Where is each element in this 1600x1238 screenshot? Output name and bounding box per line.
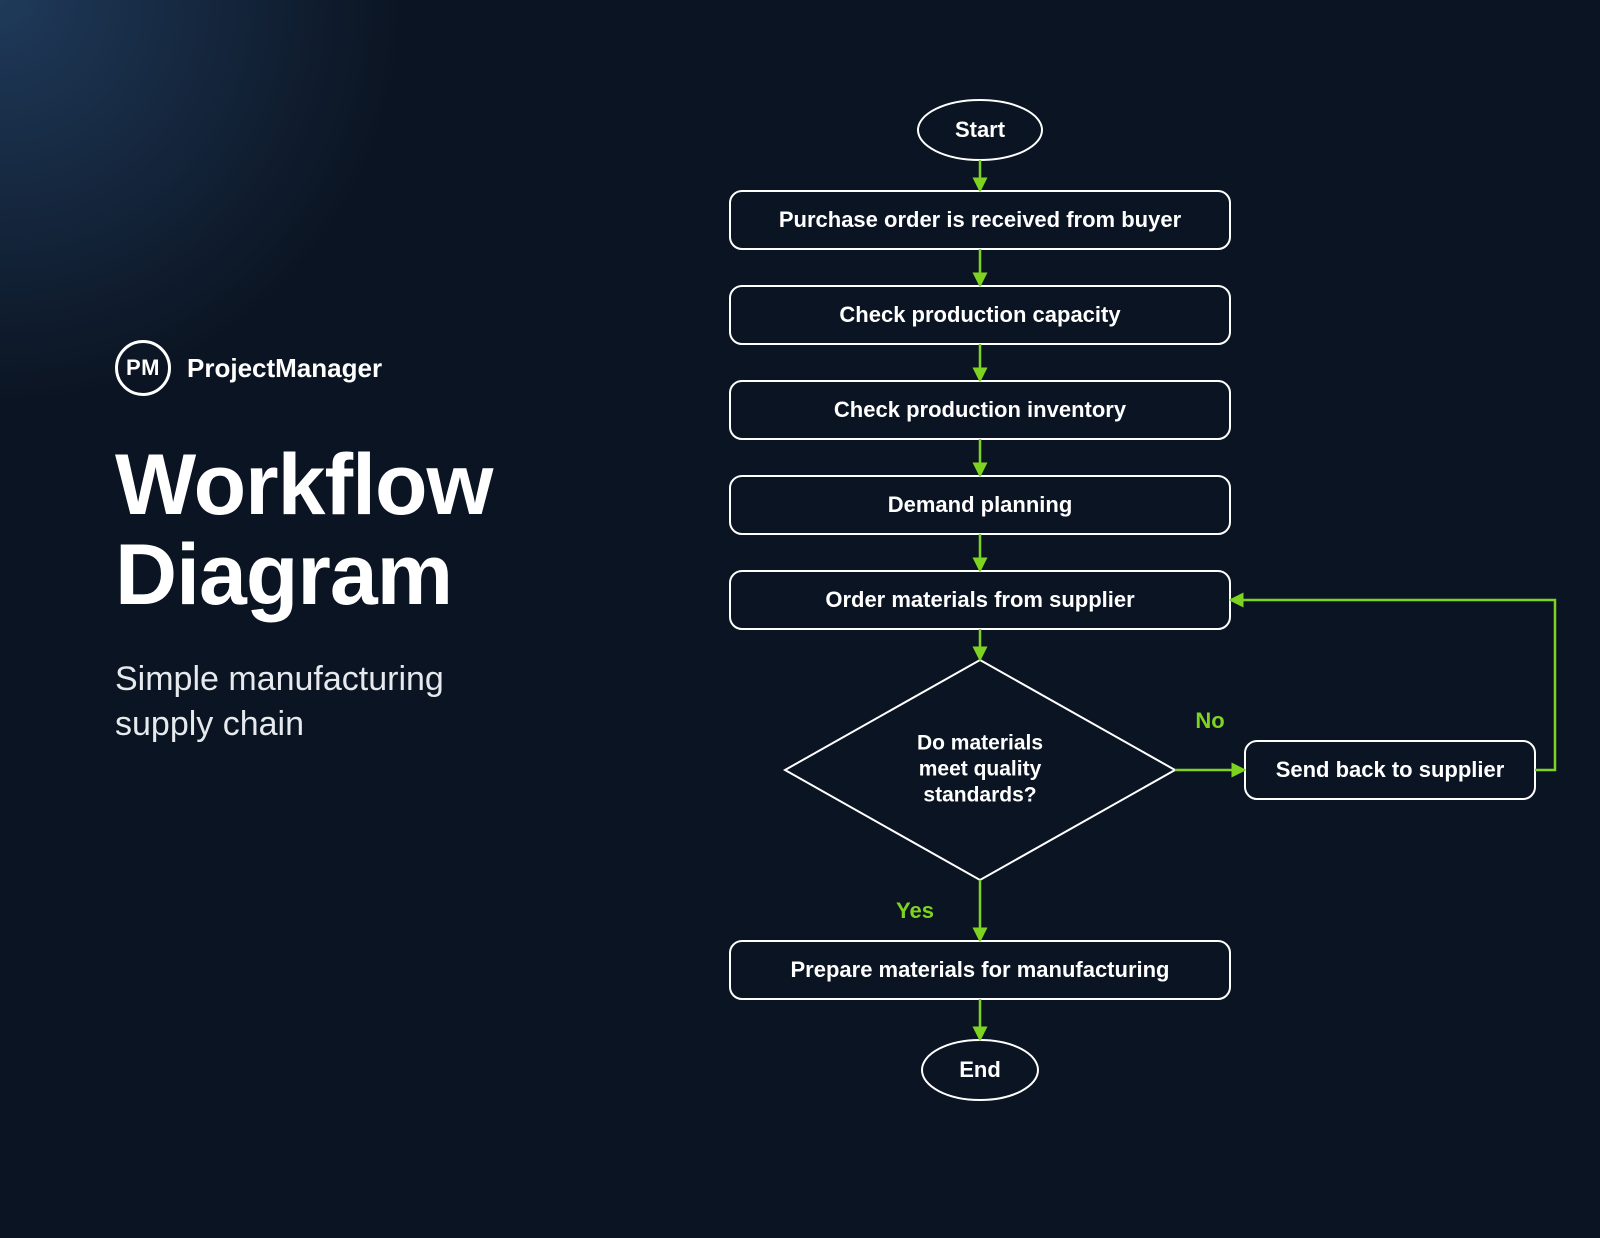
node-prepare-materials-label: Prepare materials for manufacturing: [790, 957, 1169, 982]
node-decision-quality-label-0: Do materials: [917, 732, 1043, 755]
canvas: PM ProjectManager Workflow Diagram Simpl…: [0, 0, 1600, 1238]
title-line-1: Workflow: [115, 440, 492, 530]
flowchart: Start Purchase order is received from buy…: [560, 90, 1560, 1150]
node-decision-quality-label-1: meet quality: [919, 758, 1042, 781]
node-purchase-order-label: Purchase order is received from buyer: [779, 207, 1182, 232]
edge-loop-back: [1230, 600, 1555, 770]
node-end-label: End: [959, 1057, 1001, 1082]
subtitle-line-2: supply chain: [115, 702, 492, 748]
node-send-back-label: Send back to supplier: [1276, 757, 1505, 782]
node-decision-quality-label-2: standards?: [923, 784, 1036, 807]
logo-icon: PM: [115, 340, 171, 396]
logo-row: PM ProjectManager: [115, 340, 492, 396]
page-title: Workflow Diagram: [115, 440, 492, 621]
node-demand-planning-label: Demand planning: [888, 492, 1073, 517]
page-subtitle: Simple manufacturing supply chain: [115, 657, 492, 749]
node-check-inventory-label: Check production inventory: [834, 397, 1127, 422]
subtitle-line-1: Simple manufacturing: [115, 657, 492, 703]
label-yes: Yes: [896, 898, 934, 923]
label-no: No: [1195, 708, 1224, 733]
node-order-materials-label: Order materials from supplier: [825, 587, 1135, 612]
node-check-capacity-label: Check production capacity: [839, 302, 1121, 327]
node-start-label: Start: [955, 117, 1006, 142]
logo-text: PM: [126, 355, 160, 381]
branding-block: PM ProjectManager Workflow Diagram Simpl…: [115, 340, 492, 748]
brand-name: ProjectManager: [187, 353, 382, 384]
title-line-2: Diagram: [115, 530, 492, 620]
